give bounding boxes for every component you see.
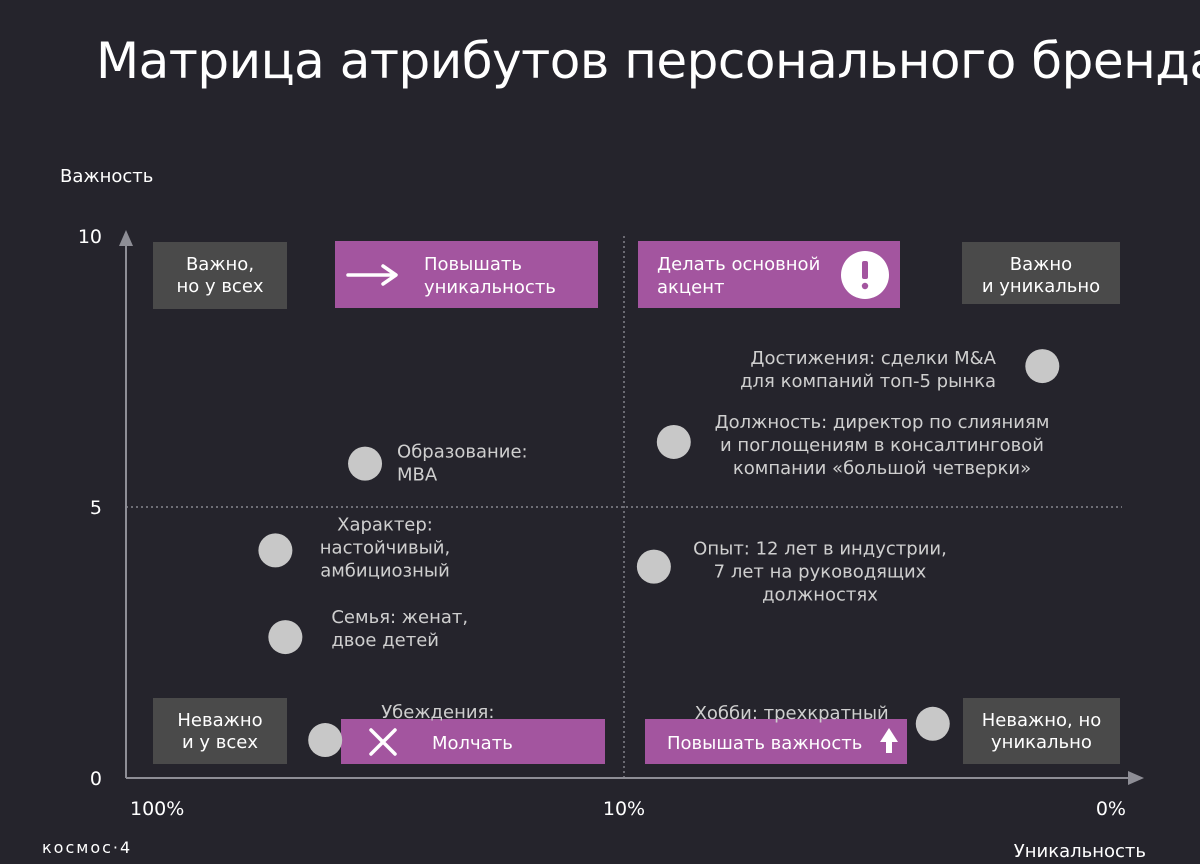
data-point-label-line: Хобби: трехкратный [695,703,889,724]
exclamation-icon [841,251,889,299]
data-point [258,533,293,568]
quadrant-label: Важно и уникально [982,254,1100,297]
data-point-label-line: MBA [397,465,438,486]
data-point-label-line: Семья: женат, [331,607,468,628]
exclamation-bar [862,261,868,279]
data-point-label: Характер: настойчивый, амбициозный [320,514,450,581]
data-point [656,424,691,459]
arrow-up-icon [880,728,898,753]
data-point-label: Образование: MBA [397,442,528,486]
x-tick-label: 0% [1096,798,1126,820]
data-point [308,723,343,758]
data-point-label-line: Характер: [337,514,433,535]
x-tick-label: 100% [130,798,184,820]
data-point-label: Опыт: 12 лет в индустрии, 7 лет на руково… [693,539,947,606]
y-tick-label: 0 [90,768,102,790]
action-label: Повышать уникальность [424,254,556,298]
data-point-label-line: 7 лет на руководящих [714,562,927,583]
action-box-bottom-right: Повышать важность [645,719,907,764]
data-point-label-line: компании «большой четверки» [733,458,1031,479]
data-point-label-line: амбициозный [320,560,450,581]
cross-icon [369,728,397,756]
quadrant-label-line: Неважно [177,710,262,731]
action-label-line: акцент [657,277,724,298]
action-label-line: уникальность [424,277,556,298]
x-tick-label: 10% [603,798,645,820]
action-label: Повышать важность [667,733,862,754]
quadrant-label-line: Важно [1010,254,1072,275]
action-box-top-right: Делать основной акцент [638,241,900,308]
data-point-label-line: Достижения: сделки M&A [750,348,996,369]
quadrant-label-line: Неважно, но [982,710,1101,731]
quadrant-box-bg [963,698,1120,764]
action-box-top-left: Повышать уникальность [335,241,598,308]
quadrant-box-bottom-left: Неважно и у всех [153,698,287,764]
data-point-label: Семья: женат, двое детей [331,607,468,651]
quadrant-box-top-left: Важно, но у всех [153,242,287,309]
data-point-label-line: для компаний топ-5 рынка [740,371,996,392]
data-point-label-line: настойчивый, [320,537,450,558]
x-axis-label: Уникальность [1014,841,1146,862]
action-label-line: Делать основной [657,254,820,275]
quadrant-label: Важно, но у всех [176,254,263,297]
quadrant-box-bg [962,242,1120,304]
y-tick-label: 10 [78,226,102,248]
data-point-label-line: и поглощениям в консалтинговой [720,435,1044,456]
data-point-label: Должность: директор по слияниям и поглоще… [715,412,1050,479]
quadrant-label-line: уникально [991,732,1092,753]
data-point-label: Убеждения: [381,702,494,723]
y-tick-label: 5 [90,497,102,519]
data-point-label-line: Должность: директор по слияниям [715,412,1050,433]
data-point [348,446,383,481]
arrow-right-icon [346,264,398,286]
x-axis-arrow-icon [1128,771,1144,785]
data-point [268,620,303,655]
action-box-bg [645,719,907,764]
data-point-label-line: Опыт: 12 лет в индустрии, [693,539,947,560]
data-point-label-line: Убеждения: [381,702,494,723]
data-point-label: Хобби: трехкратный [695,703,889,724]
quadrant-label-line: но у всех [176,276,263,297]
y-axis-label: Важность [60,166,153,187]
quadrant-box-top-right: Важно и уникально [962,242,1120,304]
data-point-label-line: двое детей [331,630,439,651]
quadrant-box-bg [153,698,287,764]
exclamation-dot [861,282,869,290]
data-point-label-line: Образование: [397,442,528,463]
data-point [1025,349,1060,384]
action-label-line: Повышать [424,254,522,275]
action-label-line: Молчать [432,733,513,754]
y-axis-arrow-icon [119,230,133,246]
brand-logo: космос·4 [42,838,133,857]
quadrant-label: Неважно и у всех [177,710,262,753]
action-label: Делать основной акцент [657,254,820,298]
data-point-label-line: должностях [762,585,878,606]
quadrant-box-bg [153,242,287,309]
slide-title: Матрица атрибутов персонального бренда© [96,32,1200,90]
data-point [915,706,950,741]
action-label-line: Повышать важность [667,733,862,754]
data-point [636,549,671,584]
action-label: Молчать [432,733,513,754]
data-point-label: Достижения: сделки M&A для компаний топ-5… [740,348,997,392]
quadrant-label-line: и уникально [982,276,1100,297]
quadrant-label-line: и у всех [182,732,258,753]
quadrant-label-line: Важно, [186,254,254,275]
slide-title-text: Матрица атрибутов персонального бренда [96,32,1200,90]
action-box-bottom-left: Молчать [341,719,605,764]
quadrant-label: Неважно, но уникально [982,710,1101,753]
quadrant-box-bottom-right: Неважно, но уникально [963,698,1120,764]
